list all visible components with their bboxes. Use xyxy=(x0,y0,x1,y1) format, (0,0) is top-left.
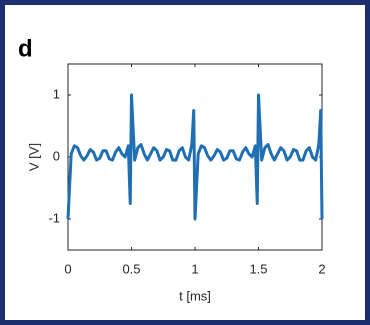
x-tick-label: 0.5 xyxy=(122,261,140,276)
y-axis-label: V [V] xyxy=(26,143,41,171)
line-series xyxy=(66,93,324,221)
x-axis-label: t [ms] xyxy=(179,288,211,303)
x-tick-label: 1 xyxy=(191,261,198,276)
y-tick-label: 1 xyxy=(53,86,60,101)
x-tick-label: 0 xyxy=(64,261,71,276)
y-tick-label: 0 xyxy=(53,148,60,163)
x-tick-label: 2 xyxy=(318,261,325,276)
panel-label: d xyxy=(18,35,33,62)
x-tick-label: 1.5 xyxy=(249,261,267,276)
y-tick-label: -1 xyxy=(48,210,60,225)
